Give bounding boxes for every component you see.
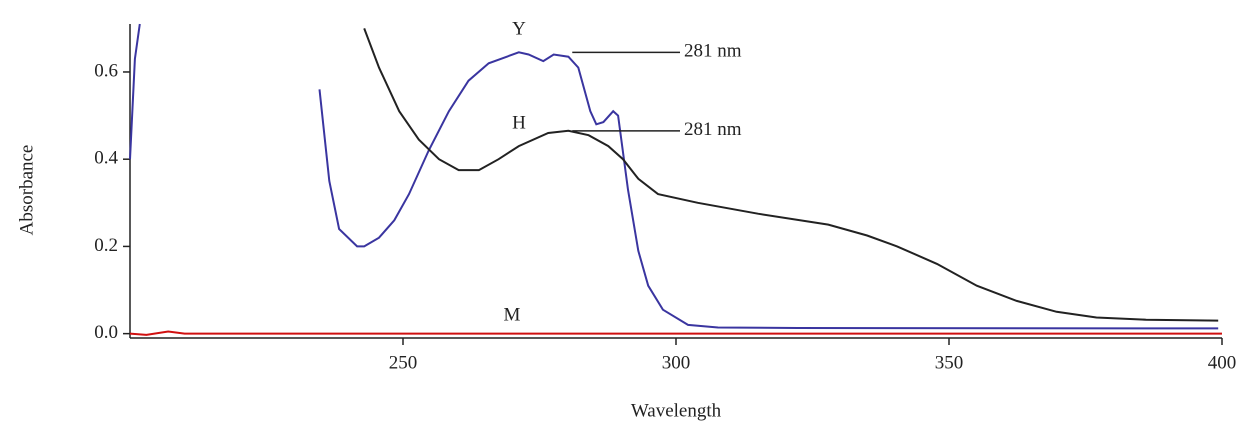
annotation: 281 nm	[684, 41, 742, 62]
series-line	[129, 23, 1219, 330]
y-tick-label: 0.0	[94, 322, 118, 343]
annotation: 281 nm	[684, 119, 742, 140]
x-tick-label: 350	[935, 352, 964, 373]
series-line	[129, 330, 1222, 336]
y-tick-label: 0.4	[94, 148, 118, 169]
y-tick-label: 0.2	[94, 235, 118, 256]
x-tick-label: 300	[662, 352, 691, 373]
y-tick-label: 0.6	[94, 60, 118, 81]
series-line	[363, 28, 1219, 322]
x-tick-label: 250	[389, 352, 418, 373]
series-label: H	[512, 112, 526, 133]
y-axis-label: Absorbance	[16, 145, 37, 236]
series-label: M	[504, 304, 521, 325]
x-tick-label: 400	[1208, 352, 1237, 373]
series-label: Y	[512, 18, 526, 39]
x-axis-label: Wavelength	[631, 400, 722, 421]
